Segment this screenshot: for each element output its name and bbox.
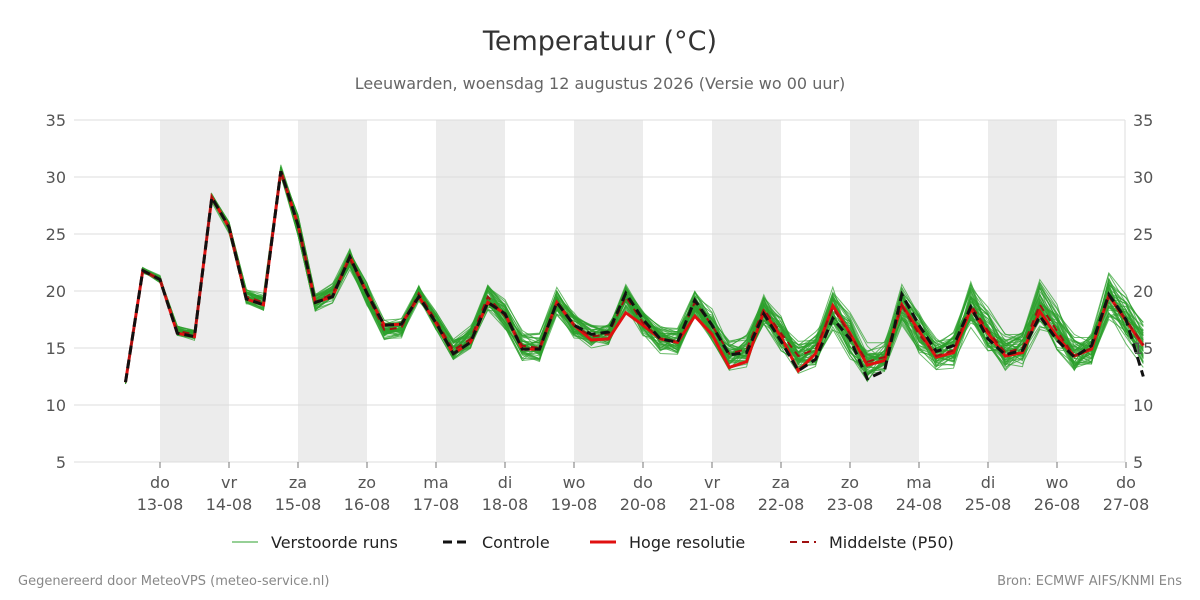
x-tick-date: 18-08 [482, 495, 529, 514]
y-tick-left: 35 [46, 111, 66, 130]
y-tick-right: 25 [1133, 225, 1153, 244]
y-tick-right: 15 [1133, 339, 1153, 358]
y-tick-right: 20 [1133, 282, 1153, 301]
control-series-line [124, 170, 1145, 383]
x-tick-date: 13-08 [137, 495, 184, 514]
x-tick-day: do [1116, 473, 1136, 492]
x-tick-day: ma [423, 473, 448, 492]
footer-source: Bron: ECMWF AIFS/KNMI Ens [997, 574, 1182, 589]
x-tick-date: 22-08 [758, 495, 805, 514]
legend: Verstoorde runs Controle Hoge resolutie Mid… [232, 533, 954, 552]
main-series [124, 170, 1145, 383]
x-tick-day: vr [221, 473, 237, 492]
x-tick-day: do [633, 473, 653, 492]
x-tick-date: 17-08 [413, 495, 460, 514]
y-axis-ticks: 5 5 10 10 15 15 20 20 25 25 30 30 35 35 [46, 111, 1154, 472]
chart-subtitle: Leeuwarden, woensdag 12 augustus 2026 (V… [355, 74, 846, 93]
x-tick-date: 25-08 [965, 495, 1012, 514]
chart-title: Temperatuur (°C) [482, 26, 717, 57]
y-tick-left: 10 [46, 396, 66, 415]
footer-generator: Gegenereerd door MeteoVPS (meteo-service… [18, 574, 329, 589]
y-tick-right: 5 [1133, 453, 1143, 472]
x-tick-day: zo [841, 473, 859, 492]
x-tick-day: wo [563, 473, 586, 492]
x-tick-day: vr [704, 473, 720, 492]
x-tick-date: 16-08 [344, 495, 391, 514]
y-tick-left: 15 [46, 339, 66, 358]
x-axis-ticks: do 13-08 vr 14-08 za 15-08 zo 16-08 ma 17-08 di 18-… [137, 462, 1150, 514]
x-tick-day: di [981, 473, 996, 492]
legend-label-ensemble: Verstoorde runs [271, 533, 398, 552]
y-tick-left: 20 [46, 282, 66, 301]
x-tick-day: zo [358, 473, 376, 492]
y-tick-right: 35 [1133, 111, 1153, 130]
ensemble-run-line [125, 171, 1144, 381]
legend-label-hires: Hoge resolutie [629, 533, 745, 552]
median-series-line [124, 170, 1145, 383]
x-tick-date: 19-08 [551, 495, 598, 514]
x-tick-date: 15-08 [275, 495, 322, 514]
grid-lines [74, 119, 1126, 463]
x-tick-date: 20-08 [620, 495, 667, 514]
y-tick-right: 10 [1133, 396, 1153, 415]
x-tick-date: 23-08 [827, 495, 874, 514]
x-tick-date: 21-08 [689, 495, 736, 514]
x-tick-date: 14-08 [206, 495, 253, 514]
x-tick-day: di [498, 473, 513, 492]
x-tick-date: 24-08 [896, 495, 943, 514]
x-tick-day: za [289, 473, 307, 492]
y-tick-left: 25 [46, 225, 66, 244]
x-tick-day: do [150, 473, 170, 492]
legend-label-median: Middelste (P50) [829, 533, 954, 552]
x-tick-day: za [772, 473, 790, 492]
y-tick-left: 5 [56, 453, 66, 472]
y-tick-left: 30 [46, 168, 66, 187]
x-tick-day: wo [1046, 473, 1069, 492]
x-tick-date: 27-08 [1103, 495, 1150, 514]
legend-label-control: Controle [482, 533, 550, 552]
x-tick-date: 26-08 [1034, 495, 1081, 514]
y-tick-right: 30 [1133, 168, 1153, 187]
x-tick-day: ma [906, 473, 931, 492]
